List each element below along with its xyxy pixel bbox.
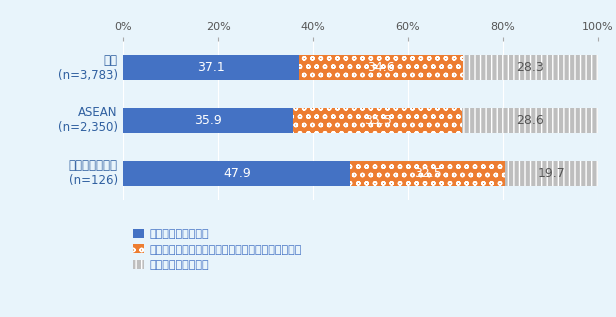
Text: 47.9: 47.9 — [223, 167, 251, 180]
Text: 35.5: 35.5 — [363, 114, 392, 127]
Bar — [462, 108, 598, 133]
Bar — [123, 108, 293, 133]
Bar — [293, 108, 462, 133]
Text: 35.9: 35.9 — [195, 114, 222, 127]
Text: 28.6: 28.6 — [516, 114, 543, 127]
Bar — [462, 108, 598, 133]
Bar — [463, 55, 598, 80]
Text: 28.3: 28.3 — [517, 61, 545, 74]
Bar — [293, 108, 462, 133]
Text: 34.6: 34.6 — [367, 61, 395, 74]
Bar — [351, 161, 505, 186]
Legend: 既に取り組んでいる, まだ取り組んでいないが、今後取り組む予定がある, 取り組む予定はない: 既に取り組んでいる, まだ取り組んでいないが、今後取り組む予定がある, 取り組む… — [129, 224, 307, 275]
Bar — [505, 161, 598, 186]
Text: 37.1: 37.1 — [197, 61, 225, 74]
Bar — [299, 55, 463, 80]
Bar — [299, 55, 463, 80]
Bar — [463, 55, 598, 80]
Bar — [505, 161, 598, 186]
Bar — [123, 55, 299, 80]
Bar — [123, 161, 351, 186]
Text: 32.5: 32.5 — [413, 167, 441, 180]
Bar — [351, 161, 505, 186]
Text: 19.7: 19.7 — [537, 167, 565, 180]
